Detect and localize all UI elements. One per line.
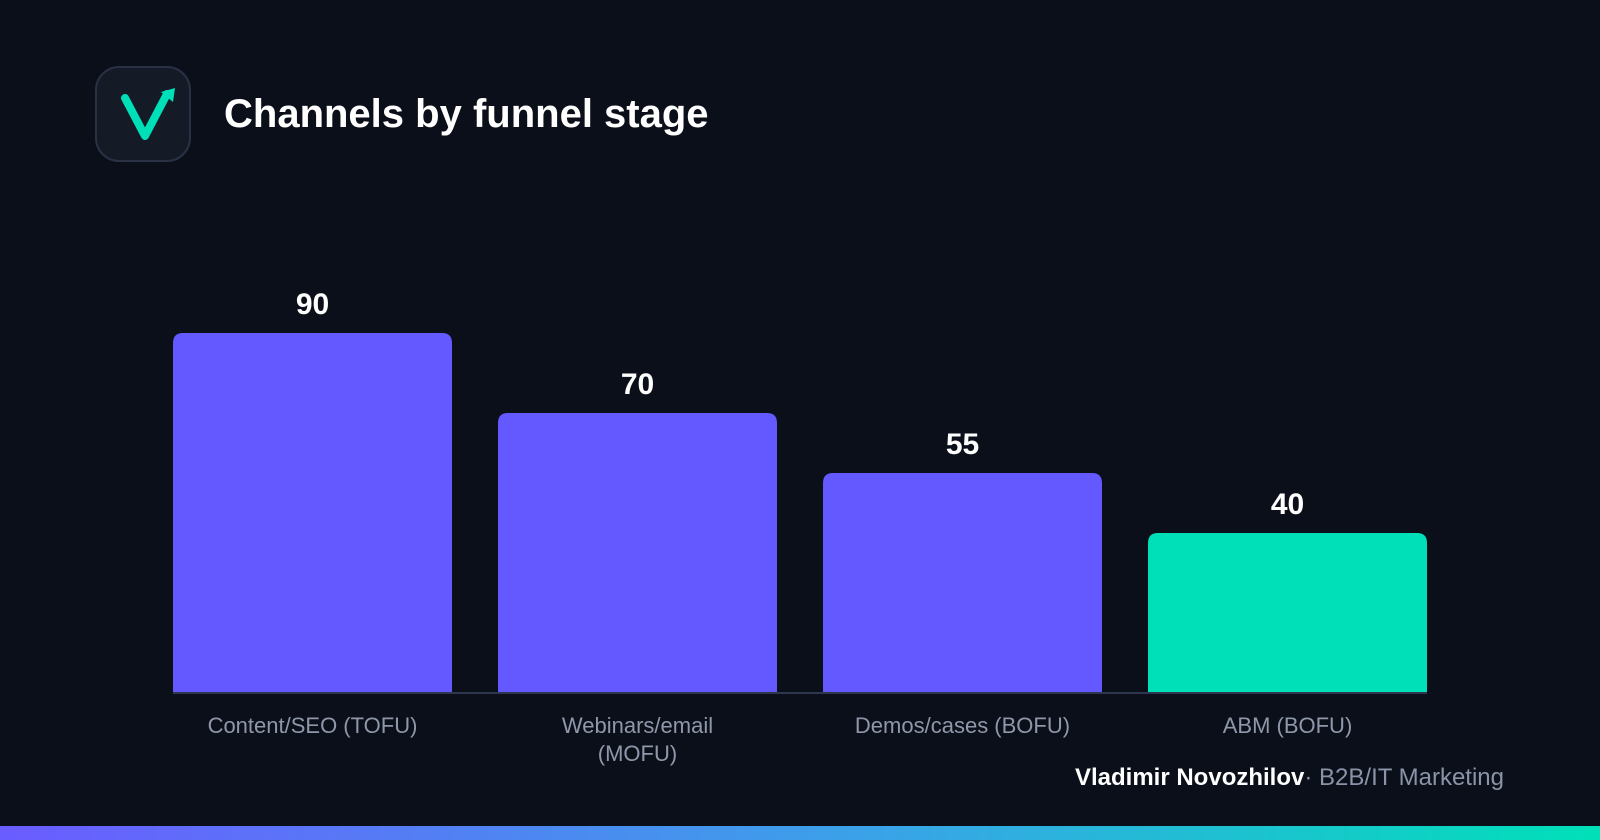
brand-logo — [95, 66, 191, 162]
bar — [1148, 533, 1427, 693]
x-tick-label: (MOFU) — [598, 741, 677, 766]
x-tick-label: ABM (BOFU) — [1223, 713, 1353, 738]
author-name: Vladimir Novozhilov — [1074, 764, 1305, 791]
bar — [173, 333, 452, 693]
data-label: 70 — [621, 368, 654, 401]
bar-chart: 90 Content/SEO (TOFU) 70 Webinars/email (MOF… — [173, 288, 1427, 766]
data-label: 90 — [296, 288, 329, 321]
footer-credit: Vladimir Novozhilov· B2B/IT Marketing — [1075, 763, 1504, 793]
footer-separator: · — [1304, 764, 1313, 791]
x-tick-label: Webinars/email — [562, 713, 713, 738]
bar — [498, 413, 777, 693]
bar — [823, 473, 1102, 693]
bottom-gradient-bar — [0, 826, 1600, 840]
footer-tagline: B2B/IT Marketing — [1319, 764, 1504, 791]
x-tick-label: Content/SEO (TOFU) — [208, 713, 418, 738]
page-title: Channels by funnel stage — [224, 92, 709, 136]
data-label: 55 — [946, 428, 979, 461]
data-label: 40 — [1271, 488, 1304, 521]
x-tick-label: Demos/cases (BOFU) — [855, 713, 1070, 738]
check-arrow-logo-icon — [121, 88, 175, 140]
